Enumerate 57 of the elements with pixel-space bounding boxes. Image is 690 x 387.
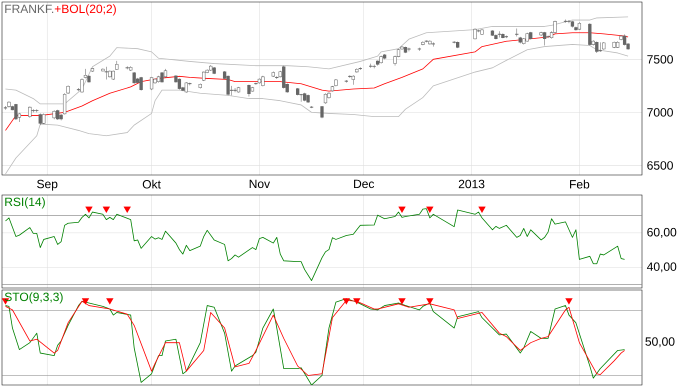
y-tick-label: 60,00 bbox=[647, 228, 676, 238]
line-series bbox=[5, 44, 628, 174]
candlestick bbox=[84, 68, 88, 79]
x-tick-label: Sep bbox=[37, 180, 58, 191]
candlestick bbox=[320, 106, 324, 118]
candlestick bbox=[28, 106, 32, 118]
candlestick bbox=[567, 20, 571, 24]
candlestick bbox=[473, 28, 477, 40]
candlestick bbox=[164, 68, 168, 78]
candlestick bbox=[542, 32, 546, 46]
candlestick bbox=[178, 78, 182, 90]
candlestick bbox=[407, 47, 411, 52]
candlestick bbox=[104, 66, 108, 80]
line-series bbox=[5, 208, 626, 281]
candlestick bbox=[160, 72, 164, 83]
candlestick bbox=[247, 84, 251, 97]
candlestick bbox=[52, 110, 56, 120]
text: +BOL(20;2) bbox=[54, 4, 116, 16]
candlestick bbox=[233, 88, 237, 92]
chart-title: FRANKF. bbox=[5, 4, 54, 13]
candlestick bbox=[132, 72, 136, 84]
candlestick bbox=[282, 65, 286, 89]
candlestick bbox=[150, 76, 154, 90]
candlestick bbox=[56, 109, 60, 120]
candlestick bbox=[526, 32, 529, 42]
candlestick bbox=[226, 75, 230, 96]
text: 50,00 bbox=[645, 337, 674, 348]
candlestick bbox=[261, 75, 265, 87]
candlestick bbox=[4, 106, 8, 110]
series-label: RSI(14) bbox=[5, 197, 45, 208]
candlestick bbox=[622, 34, 626, 46]
candlestick bbox=[80, 78, 84, 94]
candlestick bbox=[202, 71, 206, 82]
x-tick-label: Dec bbox=[354, 180, 374, 188]
candlestick bbox=[14, 104, 18, 120]
y-tick-label: 40,00 bbox=[646, 262, 676, 272]
y-tick-label: 7500 bbox=[647, 55, 673, 64]
x-tick-label: 2013 bbox=[458, 180, 484, 188]
series-label: STO(9,3,3) bbox=[4, 292, 63, 304]
candlestick bbox=[595, 41, 598, 54]
x-tick-label: Feb bbox=[570, 180, 590, 189]
x-tick-label: Okt bbox=[142, 180, 161, 189]
x-tick-label: Nov bbox=[250, 180, 270, 188]
candlestick bbox=[139, 76, 143, 91]
candlestick bbox=[38, 113, 42, 126]
candlestick bbox=[324, 93, 328, 104]
candlestick bbox=[112, 70, 115, 80]
candlestick bbox=[598, 42, 602, 52]
candlestick bbox=[184, 82, 188, 94]
candlestick bbox=[115, 60, 118, 70]
y-tick-label: 7000 bbox=[647, 108, 673, 117]
candlestick bbox=[62, 93, 66, 115]
y-tick-label: 6500 bbox=[647, 161, 673, 170]
candlestick bbox=[42, 113, 46, 124]
candlestick bbox=[588, 22, 592, 46]
candlestick bbox=[352, 74, 355, 86]
candlestick bbox=[564, 19, 568, 23]
